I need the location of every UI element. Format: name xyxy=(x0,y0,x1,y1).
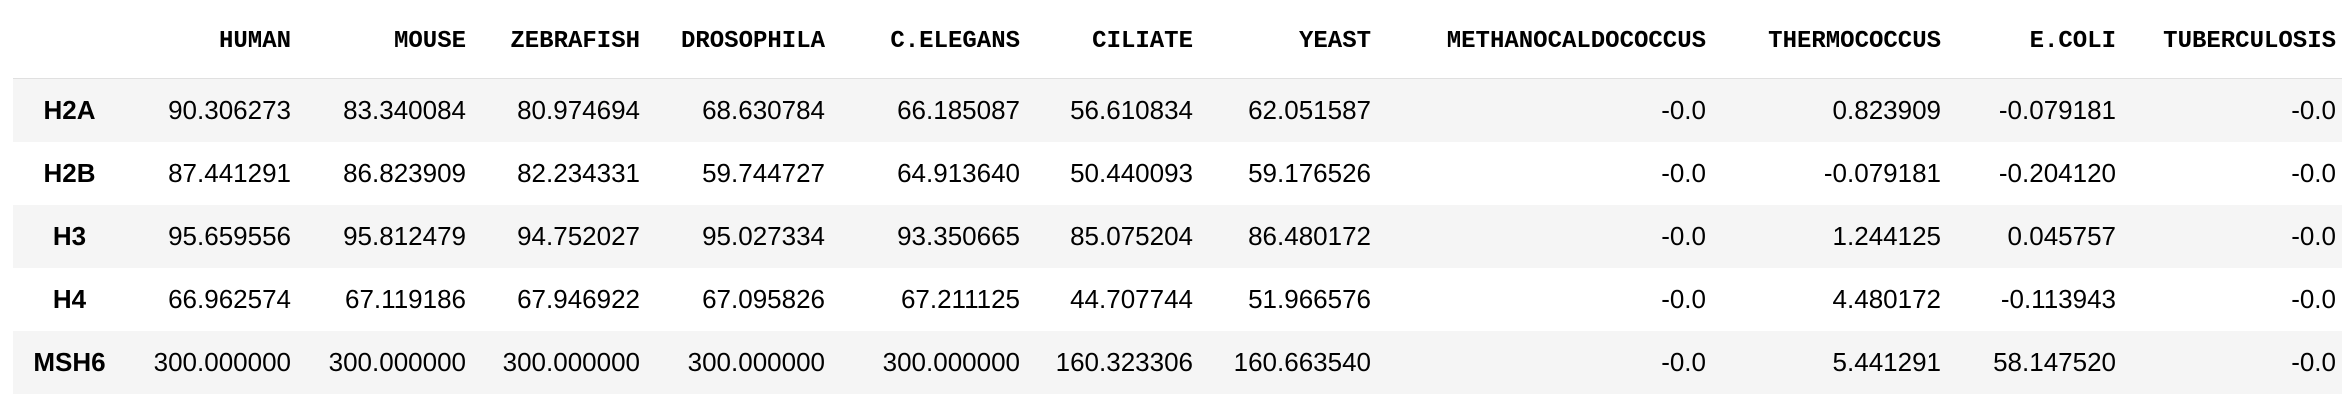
table-cell: 300.000000 xyxy=(882,346,1020,377)
table-cell: 82.234331 xyxy=(517,157,640,188)
table-cell: 300.000000 xyxy=(502,346,640,377)
column-header-mouse: MOUSE xyxy=(301,4,476,79)
row-index-label: H2B xyxy=(43,157,96,188)
table-cell: 67.211125 xyxy=(900,283,1020,314)
table-cell: -0.0 xyxy=(1661,283,1706,314)
table-cell: 4.480172 xyxy=(1832,283,1941,314)
table-cell: 85.075204 xyxy=(1070,220,1193,251)
table-cell: 87.441291 xyxy=(168,157,291,188)
table-cell: 94.752027 xyxy=(517,220,640,251)
row-index-label: H4 xyxy=(52,283,87,314)
table-cell: 95.812479 xyxy=(343,220,466,251)
table-cell: 68.630784 xyxy=(702,94,825,125)
table-cell: 95.659556 xyxy=(168,220,291,251)
table-cell: 300.000000 xyxy=(328,346,466,377)
dataframe-output: HUMAN MOUSE ZEBRAFISH DROSOPHILA C.ELEGA… xyxy=(13,4,2342,394)
table-cell: 67.095826 xyxy=(702,283,825,314)
table-row: MSH6 300.000000 300.000000 300.000000 300.00… xyxy=(13,330,2342,394)
table-cell: 44.707744 xyxy=(1070,283,1193,314)
table-cell: 83.340084 xyxy=(343,94,466,125)
table-cell: 0.045757 xyxy=(2007,220,2116,251)
column-header-zebrafish: ZEBRAFISH xyxy=(476,4,650,79)
table-cell: 56.610834 xyxy=(1070,94,1193,125)
row-index-label: MSH6 xyxy=(33,346,106,377)
table-cell: 300.000000 xyxy=(153,346,291,377)
table-cell: -0.0 xyxy=(1661,94,1706,125)
table-cell: -0.079181 xyxy=(1823,157,1941,188)
column-header-c-elegans: C.ELEGANS xyxy=(835,4,1030,79)
row-index-label: H3 xyxy=(52,220,87,251)
table-cell: 93.350665 xyxy=(897,220,1020,251)
table-cell: -0.204120 xyxy=(1998,157,2116,188)
table-cell: 90.306273 xyxy=(168,94,291,125)
table-cell: -0.0 xyxy=(2291,220,2336,251)
column-header-human: HUMAN xyxy=(126,4,301,79)
table-cell: -0.0 xyxy=(2291,94,2336,125)
table-cell: -0.0 xyxy=(2291,283,2336,314)
table-body: H2A 90.306273 83.340084 80.974694 68.630784 6… xyxy=(13,78,2342,394)
column-header-ciliate: CILIATE xyxy=(1030,4,1203,79)
table-cell: 80.974694 xyxy=(517,94,640,125)
table-cell: 64.913640 xyxy=(897,157,1020,188)
column-header-thermococcus: THERMOCOCCUS xyxy=(1716,4,1951,79)
table-cell: -0.0 xyxy=(2291,157,2336,188)
table-cell: 300.000000 xyxy=(687,346,825,377)
table-cell: 51.966576 xyxy=(1248,283,1371,314)
table-cell: -0.0 xyxy=(2291,346,2336,377)
table-cell: 66.962574 xyxy=(168,283,291,314)
header-row: HUMAN MOUSE ZEBRAFISH DROSOPHILA C.ELEGA… xyxy=(13,4,2342,79)
column-header-tuberculosis: TUBERCULOSIS xyxy=(2126,4,2342,79)
table-cell: 50.440093 xyxy=(1070,157,1193,188)
table-cell: 59.744727 xyxy=(702,157,825,188)
column-header-e-coli: E.COLI xyxy=(1951,4,2126,79)
table-header: HUMAN MOUSE ZEBRAFISH DROSOPHILA C.ELEGA… xyxy=(13,4,2342,79)
table-cell: 59.176526 xyxy=(1248,157,1371,188)
table-cell: -0.0 xyxy=(1661,220,1706,251)
table-cell: 160.323306 xyxy=(1055,346,1193,377)
table-cell: 86.480172 xyxy=(1248,220,1371,251)
row-index-label: H2A xyxy=(43,94,96,125)
table-cell: -0.0 xyxy=(1661,157,1706,188)
index-corner xyxy=(13,4,126,79)
table-row: H2B 87.441291 86.823909 82.234331 59.744727 6… xyxy=(13,142,2342,205)
table-cell: 66.185087 xyxy=(897,94,1020,125)
table-cell: 67.119186 xyxy=(345,283,466,314)
table-cell: -0.0 xyxy=(1661,346,1706,377)
table-row: H4 66.962574 67.119186 67.946922 67.095826 67… xyxy=(13,268,2342,331)
table-cell: 95.027334 xyxy=(702,220,825,251)
table-cell: -0.113943 xyxy=(2000,283,2116,314)
column-header-drosophila: DROSOPHILA xyxy=(650,4,835,79)
table-cell: 1.244125 xyxy=(1832,220,1941,251)
table-cell: 160.663540 xyxy=(1233,346,1371,377)
column-header-yeast: YEAST xyxy=(1203,4,1381,79)
table-cell: 0.823909 xyxy=(1832,94,1941,125)
table-cell: 86.823909 xyxy=(343,157,466,188)
table-cell: -0.079181 xyxy=(1998,94,2116,125)
table-cell: 62.051587 xyxy=(1248,94,1371,125)
table-cell: 5.441291 xyxy=(1832,346,1941,377)
dataframe-table: HUMAN MOUSE ZEBRAFISH DROSOPHILA C.ELEGA… xyxy=(13,4,2342,394)
table-row: H2A 90.306273 83.340084 80.974694 68.630784 6… xyxy=(13,78,2342,142)
column-header-methanocaldococcus: METHANOCALDOCOCCUS xyxy=(1381,4,1716,79)
table-row: H3 95.659556 95.812479 94.752027 95.027334 93… xyxy=(13,204,2342,268)
table-cell: 67.946922 xyxy=(517,283,640,314)
table-cell: 58.147520 xyxy=(1993,346,2116,377)
